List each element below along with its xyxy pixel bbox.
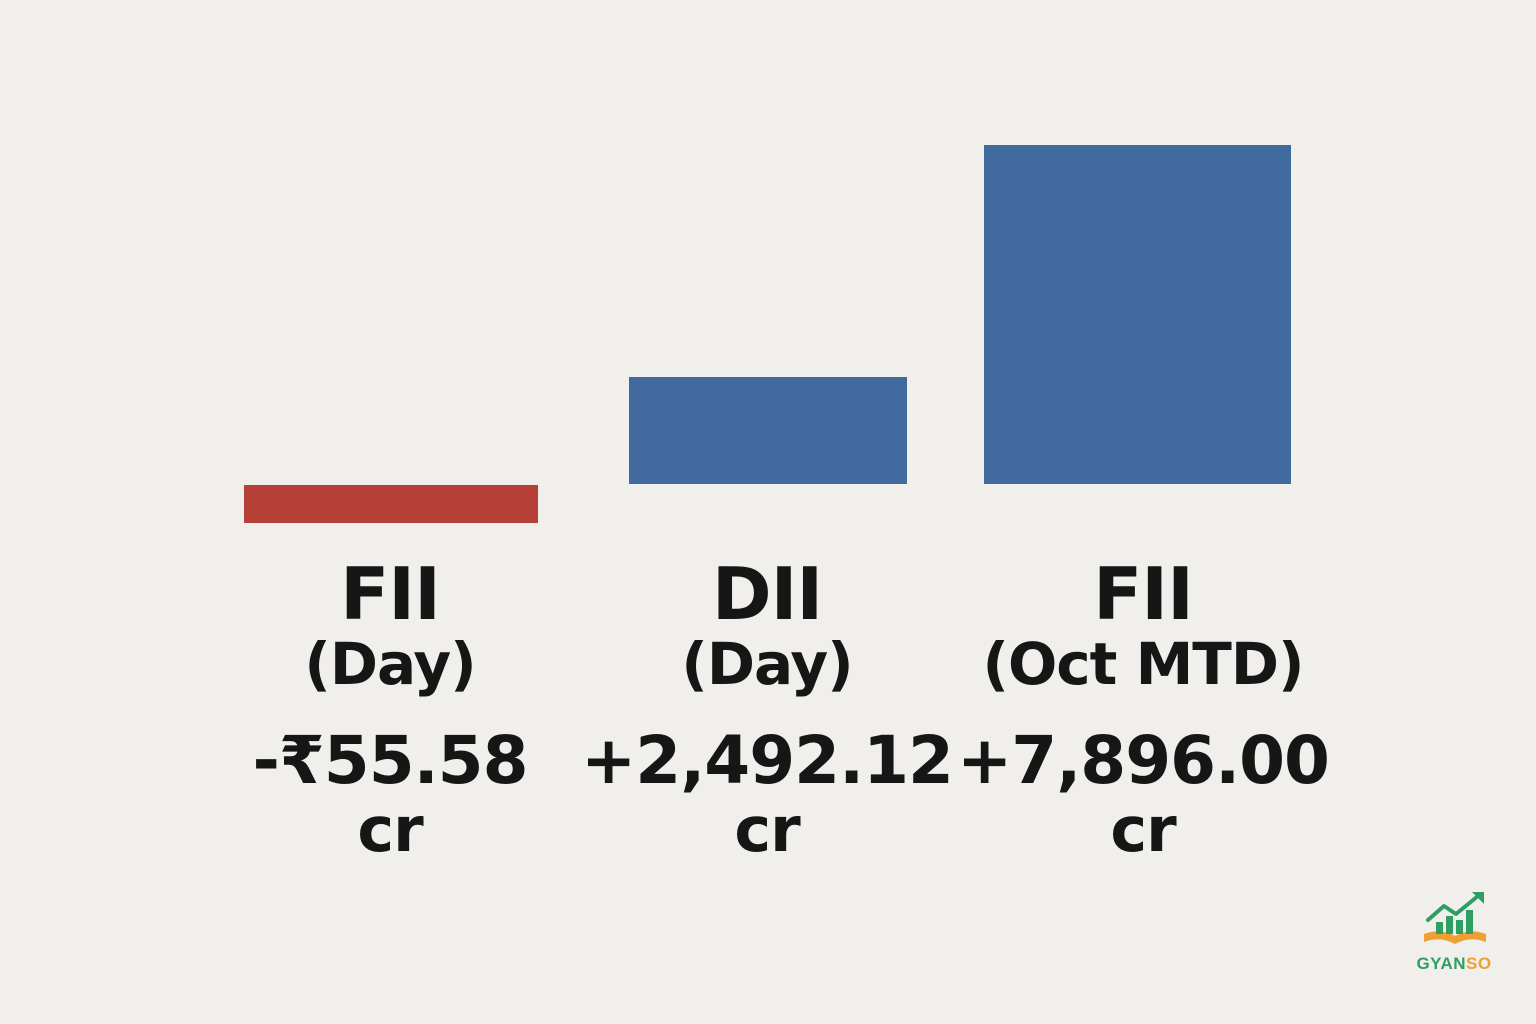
- bar-positive: [984, 145, 1291, 484]
- value-unit: cr: [734, 793, 800, 866]
- bar-positive: [629, 377, 907, 484]
- value-unit: cr: [1110, 793, 1176, 866]
- category-label-group: DII (Day) +2,492.12 cr: [567, 558, 967, 864]
- brand-name: GYANSO: [1404, 954, 1504, 974]
- brand-logo: GYANSO: [1404, 890, 1504, 980]
- brand-name-part: GYAN: [1416, 954, 1466, 973]
- bar-negative: [244, 485, 538, 523]
- category-name: FII: [340, 552, 441, 636]
- category-period: (Day): [304, 630, 476, 698]
- value-unit: cr: [357, 793, 423, 866]
- category-label-group: FII (Oct MTD) +7,896.00 cr: [938, 558, 1348, 864]
- category-period: (Oct MTD): [982, 630, 1304, 698]
- category-label-group: FII (Day) -₹55.58 cr: [190, 558, 590, 864]
- value-label: -₹55.58: [252, 722, 528, 799]
- category-name: FII: [1093, 552, 1194, 636]
- rising-chart-book-icon: [1424, 892, 1486, 944]
- value-label: +7,896.00: [957, 722, 1330, 799]
- category-period: (Day): [681, 630, 853, 698]
- category-name: DII: [711, 552, 823, 636]
- value-label: +2,492.12: [581, 722, 954, 799]
- brand-name-part: SO: [1466, 954, 1492, 973]
